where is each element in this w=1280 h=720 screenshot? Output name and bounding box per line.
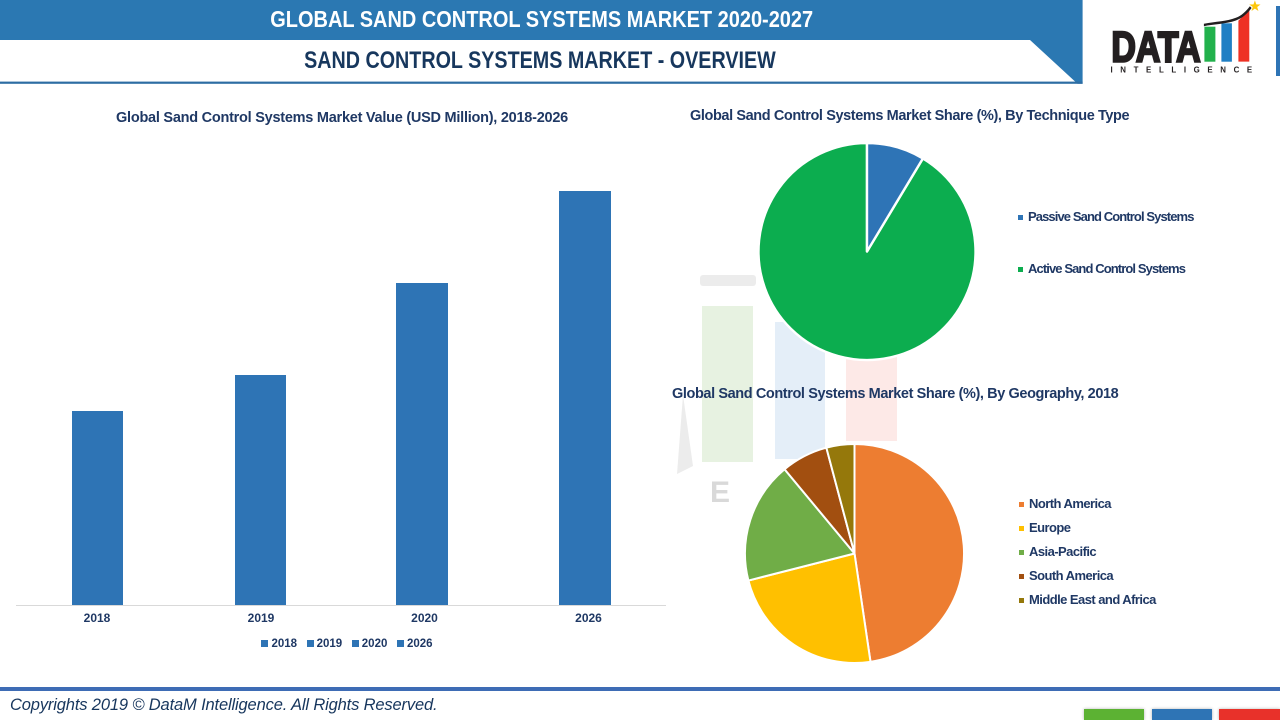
svg-text:INTELLIGENCE: INTELLIGENCE xyxy=(1110,65,1259,74)
svg-text:DATA: DATA xyxy=(1111,24,1200,72)
